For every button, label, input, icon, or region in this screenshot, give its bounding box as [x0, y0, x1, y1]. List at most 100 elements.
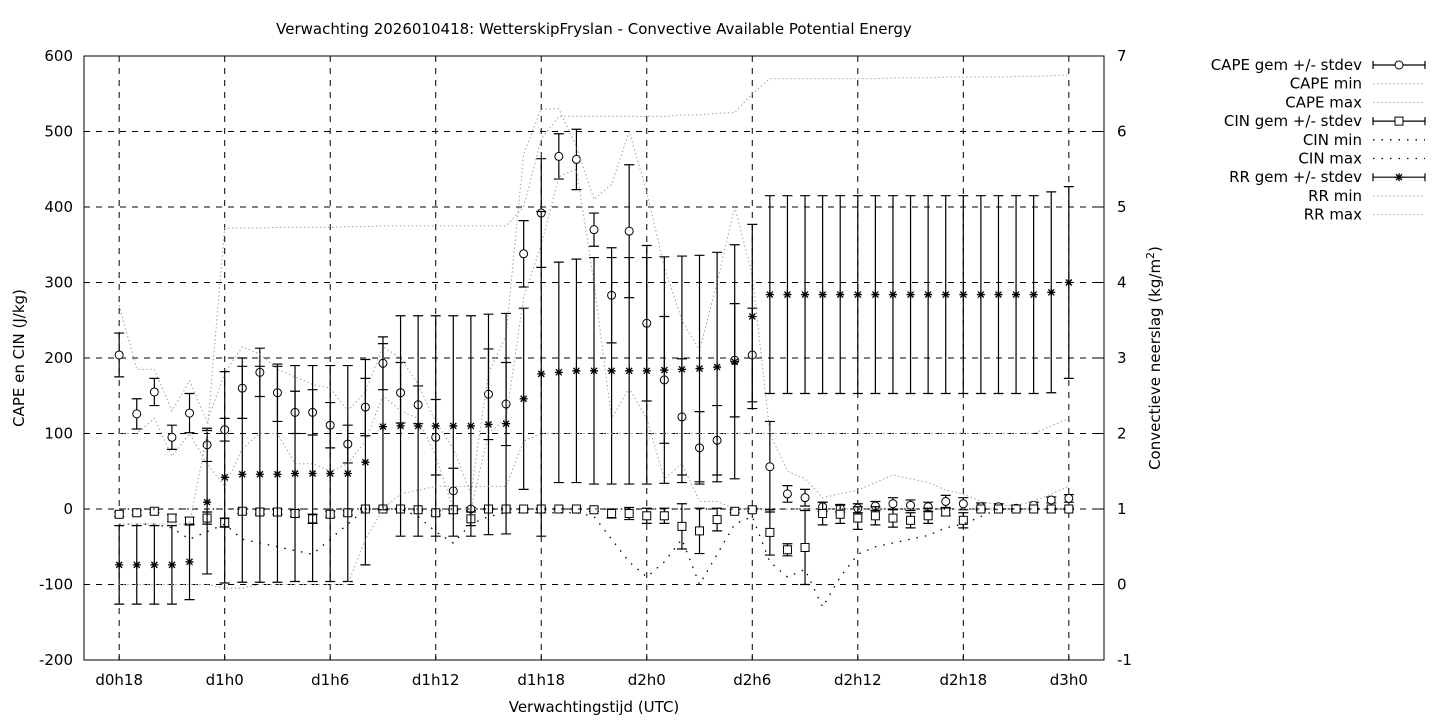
- data-point: [571, 154, 581, 164]
- data-point: [238, 470, 247, 479]
- data-point: [818, 509, 828, 519]
- data-point: [149, 387, 159, 397]
- legend-label: RR gem +/- stdev: [1229, 168, 1362, 186]
- data-point: [695, 364, 704, 373]
- legend-label: RR min: [1308, 187, 1362, 205]
- data-point: [782, 545, 792, 555]
- data-point: [853, 290, 862, 299]
- data-point: [132, 409, 142, 419]
- y-tick-label: 600: [44, 47, 73, 65]
- x-tick-label: d2h18: [939, 671, 987, 689]
- data-point: [941, 496, 951, 506]
- data-point: [114, 350, 124, 360]
- data-point: [449, 421, 458, 430]
- data-point: [712, 515, 722, 525]
- data-point: [589, 225, 599, 235]
- data-point: [624, 226, 634, 236]
- legend-label: CIN min: [1303, 131, 1362, 149]
- data-point: [888, 513, 898, 523]
- data-point: [590, 366, 598, 375]
- series-cape-max: [118, 108, 1070, 506]
- series-rr-max: [119, 74, 1069, 525]
- data-point: [677, 521, 687, 531]
- data-point: [782, 489, 792, 499]
- data-point: [554, 151, 564, 161]
- data-point: [167, 432, 177, 442]
- data-point: [923, 511, 933, 521]
- data-point: [149, 506, 159, 516]
- x-tick-label: d1h12: [412, 671, 460, 689]
- data-point: [976, 504, 986, 514]
- data-point: [765, 290, 774, 299]
- legend-label: CIN max: [1298, 150, 1362, 168]
- data-point: [1029, 290, 1038, 299]
- data-point: [150, 560, 159, 569]
- legend-label: RR max: [1304, 206, 1362, 224]
- data-point: [1064, 278, 1073, 287]
- y2-tick-label: 3: [1117, 349, 1127, 367]
- y-tick-label: 0: [63, 500, 73, 518]
- data-point: [624, 509, 634, 519]
- data-point: [519, 249, 529, 259]
- data-point: [730, 506, 740, 516]
- data-point: [431, 421, 440, 430]
- legend-marker: [1394, 116, 1404, 126]
- data-point: [273, 470, 282, 479]
- y-tick-label: -200: [39, 651, 73, 669]
- data-point: [1012, 290, 1021, 299]
- data-point: [941, 290, 950, 299]
- data-point: [888, 290, 897, 299]
- series-layer: [114, 74, 1074, 609]
- x-axis-label: Verwachtingstijd (UTC): [509, 698, 680, 716]
- y-tick-label: 300: [44, 274, 73, 292]
- data-point: [958, 515, 968, 525]
- data-point: [660, 366, 669, 375]
- data-point: [906, 500, 916, 510]
- chart-title: Verwachting 2026010418: WetterskipFrysla…: [276, 20, 912, 38]
- data-point: [519, 504, 529, 514]
- data-point: [220, 473, 229, 482]
- data-point: [818, 290, 827, 299]
- data-point: [414, 421, 423, 430]
- y2-axis-label: Convectieve neerslag (kg/m2): [1144, 246, 1164, 470]
- data-point: [132, 560, 141, 569]
- y2-tick-label: -1: [1117, 651, 1132, 669]
- data-point: [114, 509, 124, 519]
- y-axis-label: CAPE en CIN (J/kg): [10, 289, 28, 427]
- data-point: [1064, 493, 1074, 503]
- data-point: [167, 560, 176, 569]
- x-tick-label: d2h6: [733, 671, 771, 689]
- data-point: [800, 543, 810, 553]
- legend-marker: [1394, 60, 1404, 70]
- data-point: [959, 290, 968, 299]
- data-point: [607, 509, 617, 519]
- y2-tick-label: 2: [1117, 425, 1127, 443]
- data-point: [941, 507, 951, 517]
- y-tick-label: -100: [39, 576, 73, 594]
- y-tick-label: 200: [44, 349, 73, 367]
- data-point: [994, 290, 1003, 299]
- legend-label: CAPE min: [1290, 75, 1362, 93]
- y2-tick-label: 5: [1117, 198, 1127, 216]
- legend-label: CIN gem +/- stdev: [1224, 112, 1362, 130]
- data-point: [748, 312, 757, 321]
- data-point: [571, 504, 581, 514]
- data-point: [642, 511, 652, 521]
- y2-tick-label: 1: [1117, 500, 1127, 518]
- data-point: [291, 469, 300, 478]
- y-tick-label: 100: [44, 425, 73, 443]
- data-point: [185, 408, 195, 418]
- data-point: [958, 499, 968, 509]
- legend-label: CAPE gem +/- stdev: [1211, 56, 1362, 74]
- legend-label: CAPE max: [1285, 93, 1362, 111]
- legend-marker: [1395, 173, 1403, 182]
- x-tick-label: d2h0: [628, 671, 666, 689]
- data-point: [554, 504, 564, 514]
- x-tick-label: d2h12: [834, 671, 882, 689]
- data-point: [783, 290, 792, 299]
- data-point: [765, 527, 775, 537]
- data-point: [906, 290, 915, 299]
- data-point: [747, 505, 757, 515]
- data-point: [115, 560, 124, 569]
